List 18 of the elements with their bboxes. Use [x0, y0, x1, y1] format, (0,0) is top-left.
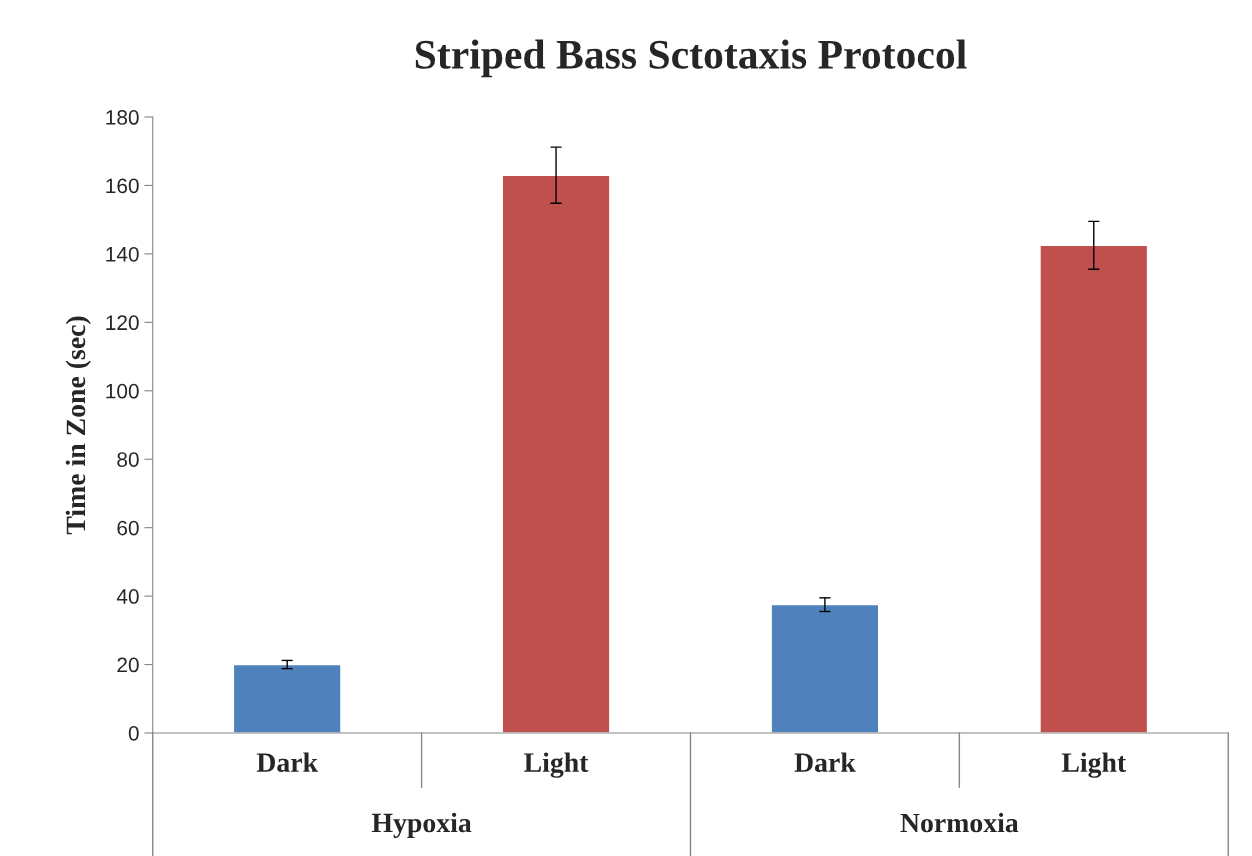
y-tick-label: 60 [117, 520, 139, 536]
y-axis-title: Time in Zone (sec) [65, 316, 91, 535]
x-tick-label: Light [1061, 752, 1127, 778]
chart-title: Striped Bass Sctotaxis Protocol [415, 39, 967, 78]
y-tick-label: 0 [128, 725, 139, 741]
x-tick-label: Dark [256, 752, 318, 772]
text: Normoxia [900, 812, 1019, 833]
x-tick-label: Light [524, 752, 589, 778]
y-tick-label: 160 [106, 178, 139, 194]
y-tick-label: 120 [106, 315, 139, 331]
y-tick-label: 80 [117, 452, 139, 467]
y-tick-label: 100 [106, 383, 139, 399]
y-tick-label: 20 [117, 657, 139, 673]
y-tick-label: 180 [106, 110, 139, 125]
text: Hypoxia [371, 812, 472, 839]
y-tick-label: 140 [106, 246, 139, 262]
x-tick-label: Dark [794, 752, 856, 772]
y-tick-label: 40 [116, 589, 139, 604]
